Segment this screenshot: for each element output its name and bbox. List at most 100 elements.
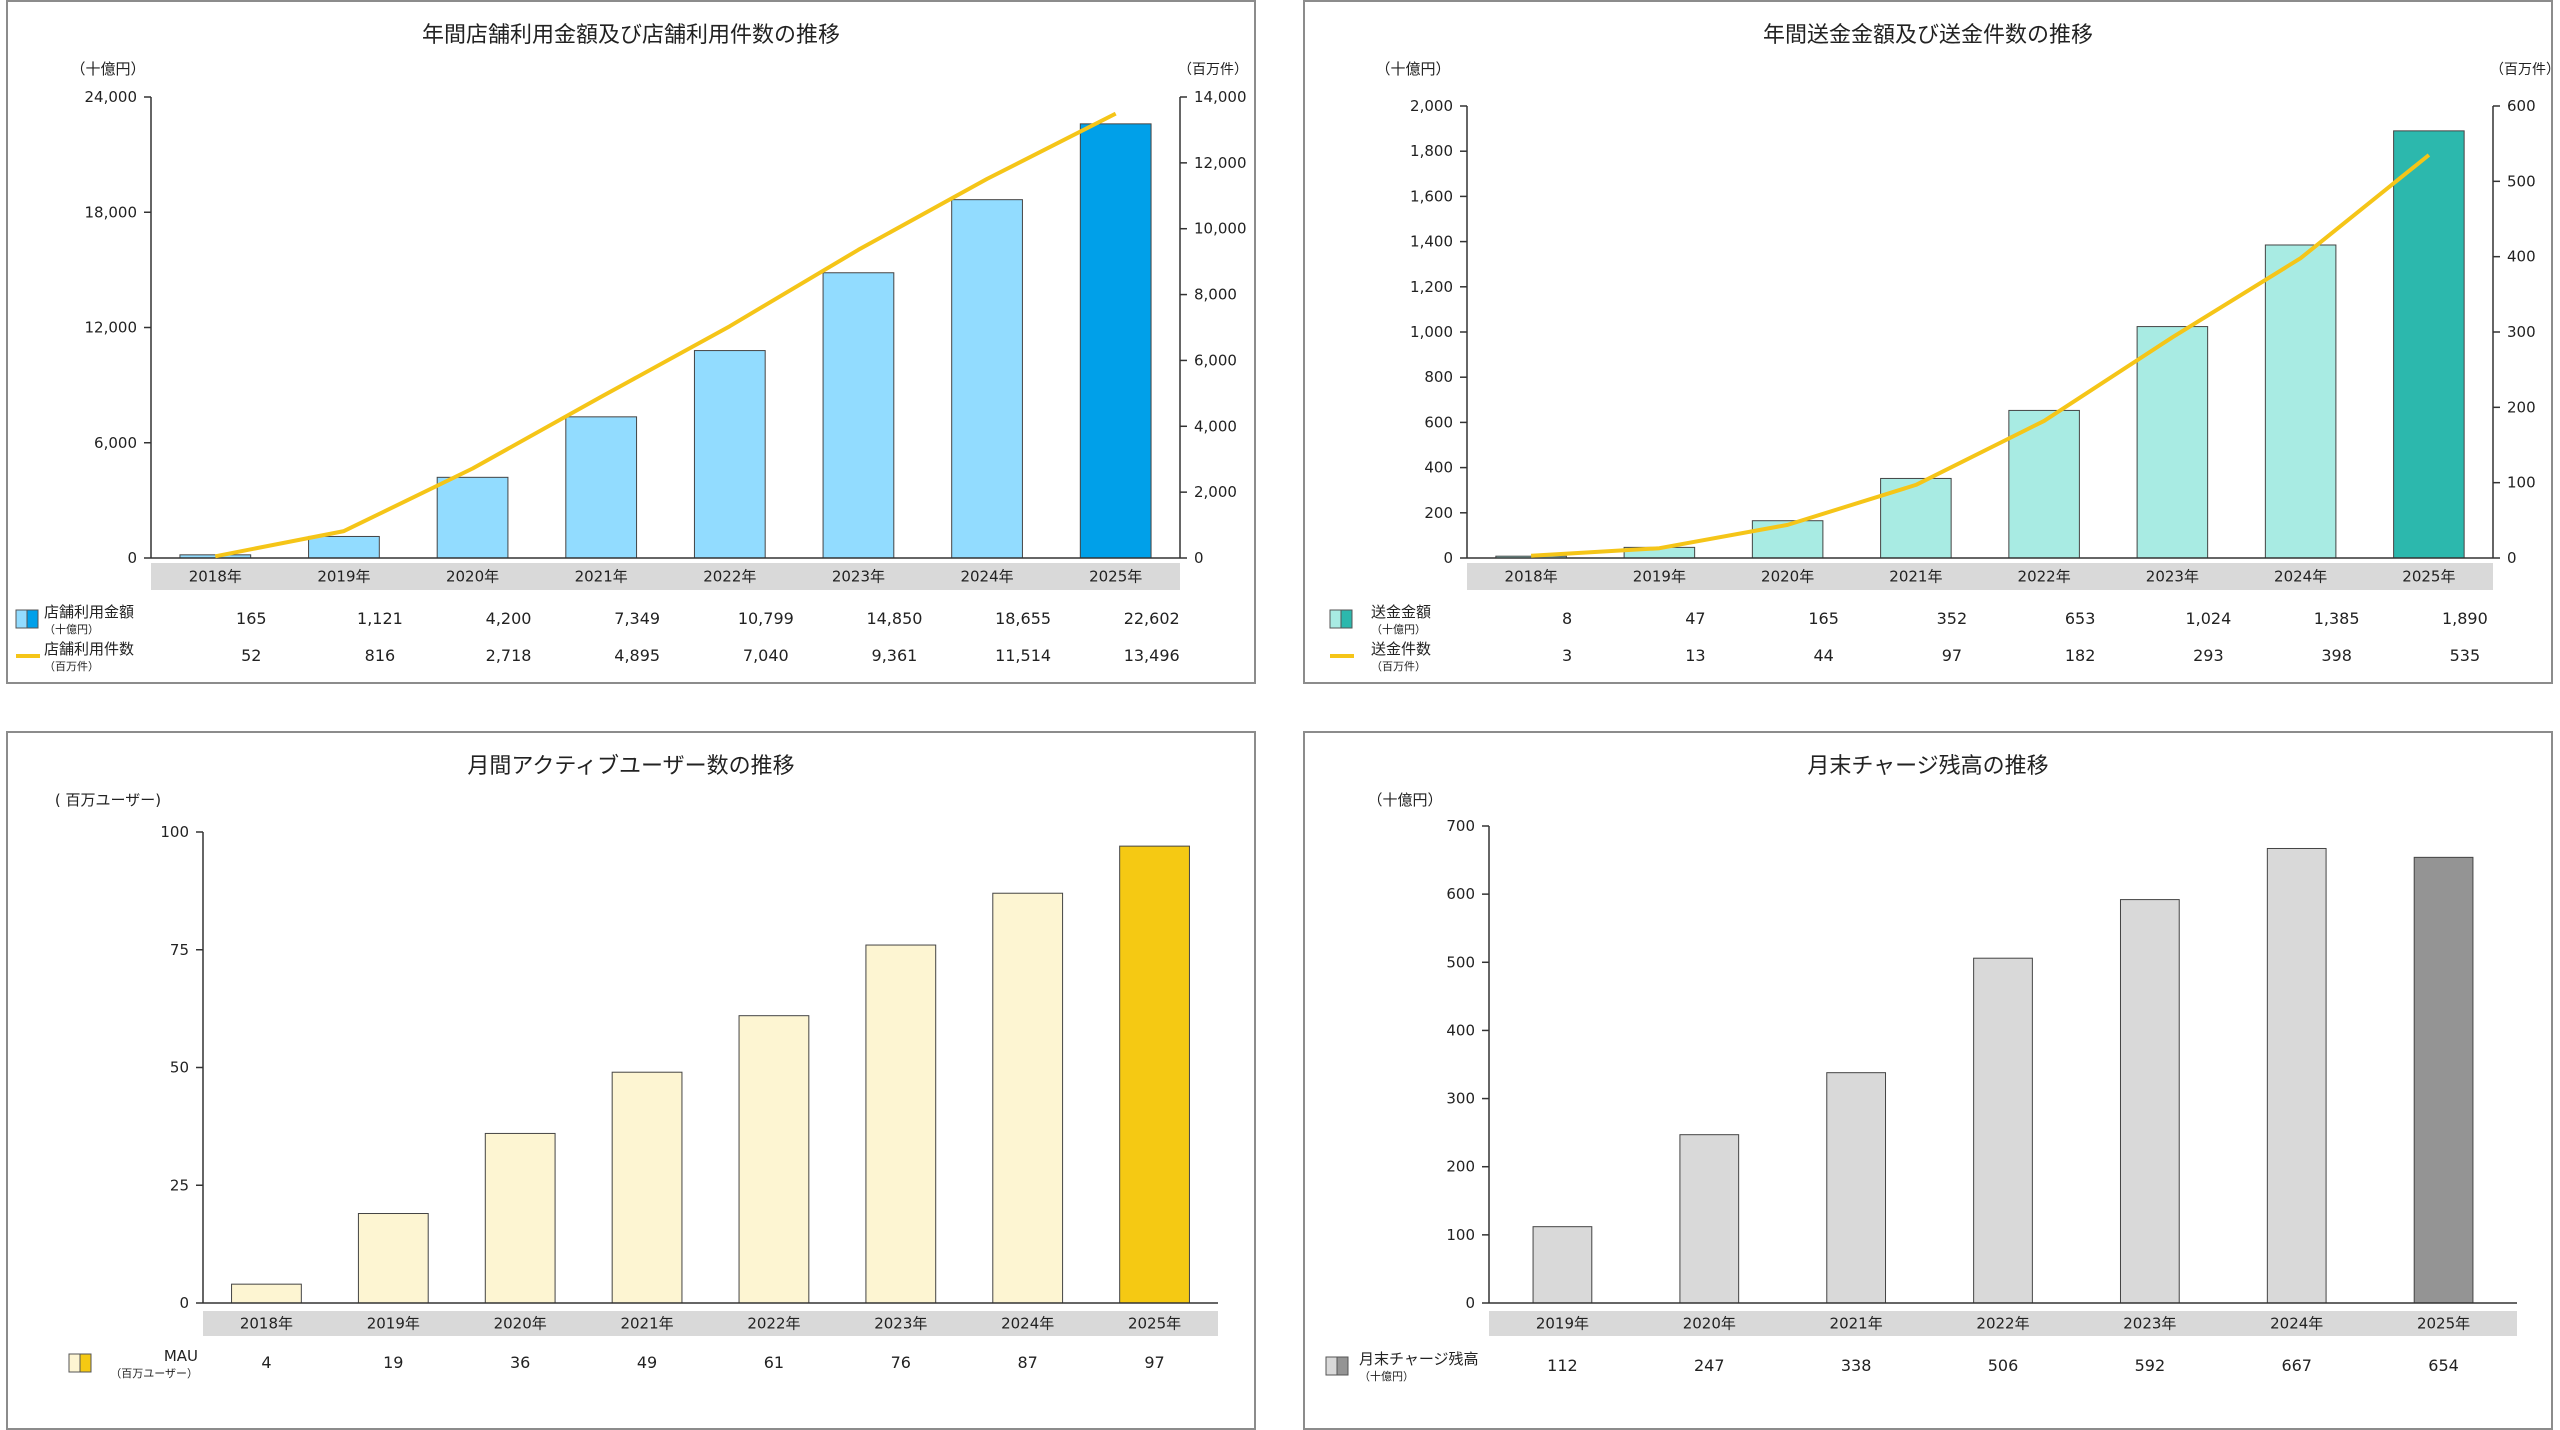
bar — [231, 1283, 302, 1304]
data-label: 293 — [2193, 646, 2224, 665]
left-axis-tick-label: 25 — [170, 1176, 189, 1194]
bar — [951, 199, 1023, 559]
data-label: 182 — [2065, 646, 2096, 665]
category-label: 2020年 — [446, 568, 499, 586]
bar — [738, 1015, 810, 1304]
category-label: 2025年 — [2417, 1315, 2470, 1333]
legend-swatch-right — [26, 609, 39, 629]
right-axis-tick-label: 14,000 — [1194, 88, 1247, 106]
data-label: 816 — [365, 646, 396, 665]
legend-series-name: 送金金額 — [1371, 603, 1431, 621]
chart-svg-store-usage: 年間店舗利用金額及び店舗利用件数の推移 （十億円） （百万件） 0 6,000 12,00… — [15, 23, 1248, 673]
category-band — [1467, 563, 2493, 590]
left-axis-unit: （十億円） — [1367, 791, 1442, 809]
right-axis-tick-label: 200 — [2507, 398, 2536, 416]
data-label: 19 — [383, 1353, 403, 1372]
category-label: 2022年 — [2018, 568, 2071, 586]
right-axis-tick-label: 10,000 — [1194, 220, 1247, 238]
bar — [865, 944, 937, 1304]
right-axis-tick-label: 6,000 — [1194, 351, 1237, 369]
data-label: 592 — [2135, 1356, 2166, 1375]
data-label: 61 — [764, 1353, 784, 1372]
category-label: 2024年 — [960, 568, 1013, 586]
data-label: 10,799 — [738, 609, 794, 628]
category-label: 2024年 — [2274, 568, 2327, 586]
category-label: 2020年 — [494, 1315, 547, 1333]
legend-series-name: MAU — [164, 1347, 198, 1365]
right-axis-tick-label: 0 — [2507, 549, 2517, 567]
data-label: 4,895 — [614, 646, 660, 665]
bar — [1826, 1072, 1887, 1304]
data-label: 247 — [1694, 1356, 1725, 1375]
bar — [1532, 1226, 1593, 1304]
category-label: 2025年 — [1128, 1315, 1181, 1333]
bar — [2119, 899, 2180, 1304]
category-label: 2020年 — [1683, 1315, 1736, 1333]
left-axis-tick-label: 500 — [1446, 953, 1475, 971]
left-axis-tick-label: 12,000 — [85, 319, 138, 337]
chart-svg-charge-balance: 月末チャージ残高の推移 （十億円） 0 100 200 300 400 500 600 700 20… — [1325, 754, 2517, 1383]
category-label: 2024年 — [2270, 1315, 2323, 1333]
right-axis-tick-label: 12,000 — [1194, 154, 1247, 172]
data-label: 1,024 — [2185, 609, 2231, 628]
legend-series-unit: （十億円） — [44, 622, 99, 636]
line-series — [214, 111, 1117, 559]
legend-series-unit: （百万件） — [1371, 660, 1426, 673]
data-label: 8 — [1562, 609, 1572, 628]
left-axis-tick-label: 700 — [1446, 817, 1475, 835]
data-label: 9,361 — [872, 646, 918, 665]
chart-title: 月末チャージ残高の推移 — [1807, 754, 2048, 779]
category-label: 2022年 — [1976, 1315, 2029, 1333]
category-label: 2021年 — [575, 568, 628, 586]
bar — [2264, 244, 2337, 559]
left-axis-unit: ( 百万ユーザー) — [55, 791, 161, 809]
data-label: 14,850 — [866, 609, 922, 628]
left-axis-tick-label: 0 — [127, 549, 137, 567]
right-axis-tick-label: 2,000 — [1194, 483, 1237, 501]
legend-series-name: 店舗利用金額 — [44, 603, 134, 621]
right-axis-tick-label: 500 — [2507, 172, 2536, 190]
data-label: 47 — [1685, 609, 1705, 628]
left-axis-tick-label: 200 — [1424, 504, 1453, 522]
legend-swatch-left — [15, 609, 28, 629]
left-axis-tick-label: 0 — [179, 1294, 189, 1312]
left-axis-tick-label: 50 — [170, 1059, 189, 1077]
legend-swatch-right — [1336, 1356, 1349, 1376]
category-label: 2024年 — [1001, 1315, 1054, 1333]
data-label: 7,349 — [614, 609, 660, 628]
category-label: 2023年 — [832, 568, 885, 586]
bar — [1973, 957, 2033, 1304]
legend-swatch-left — [1329, 609, 1342, 629]
right-axis-unit: （百万件） — [1178, 62, 1248, 78]
bar — [1119, 845, 1190, 1304]
left-axis-tick-label: 400 — [1446, 1021, 1475, 1039]
data-label: 352 — [1937, 609, 1968, 628]
data-label: 1,121 — [357, 609, 403, 628]
left-axis-tick-label: 600 — [1446, 885, 1475, 903]
bar — [2008, 409, 2080, 559]
left-axis-tick-label: 1,600 — [1410, 187, 1453, 205]
bar — [2393, 130, 2465, 559]
category-label: 2018年 — [240, 1315, 293, 1333]
left-axis-tick-label: 0 — [1465, 1294, 1475, 1312]
data-label: 7,040 — [743, 646, 789, 665]
data-label: 44 — [1813, 646, 1833, 665]
left-axis-tick-label: 800 — [1424, 368, 1453, 386]
data-label: 87 — [1018, 1353, 1038, 1372]
bar — [2413, 856, 2474, 1304]
category-label: 2021年 — [1830, 1315, 1883, 1333]
data-label: 76 — [891, 1353, 911, 1372]
chart-panel-store-usage: 年間店舗利用金額及び店舗利用件数の推移 （十億円） （百万件） 0 6,000 12,00… — [6, 0, 1256, 684]
chart-title: 月間アクティブユーザー数の推移 — [467, 754, 794, 779]
data-label: 11,514 — [995, 646, 1051, 665]
data-label: 4,200 — [486, 609, 532, 628]
data-label: 338 — [1841, 1356, 1872, 1375]
category-label: 2023年 — [2123, 1315, 2176, 1333]
right-axis-tick-label: 300 — [2507, 323, 2536, 341]
category-label: 2023年 — [874, 1315, 927, 1333]
legend-series-unit: （十億円） — [1359, 1369, 1414, 1383]
data-label: 97 — [1144, 1353, 1164, 1372]
data-label: 1,890 — [2442, 609, 2488, 628]
data-label: 535 — [2450, 646, 2481, 665]
data-label: 18,655 — [995, 609, 1051, 628]
